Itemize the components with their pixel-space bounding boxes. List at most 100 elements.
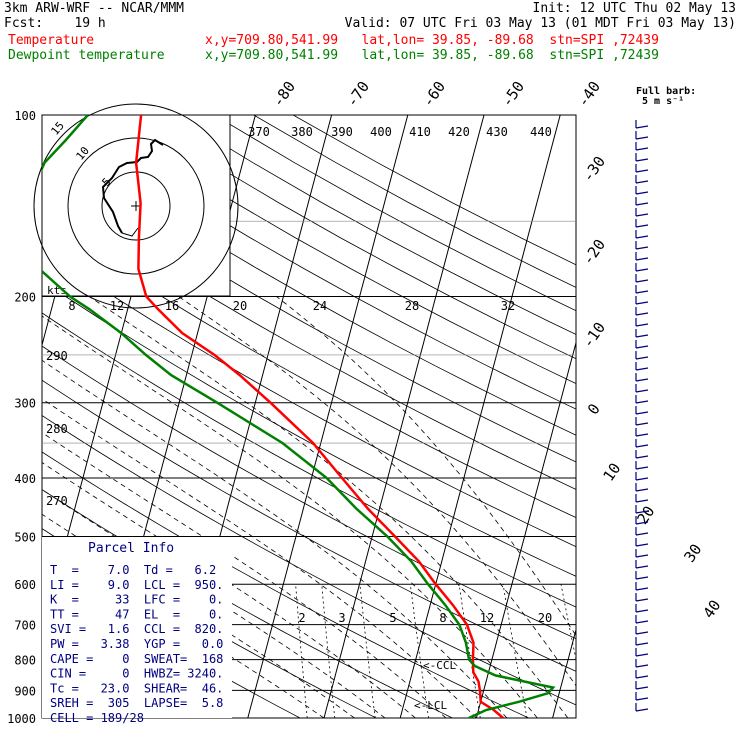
wind-barb-flag xyxy=(635,169,649,173)
wind-barb-flag xyxy=(635,422,649,426)
isotherm-label: 10 xyxy=(599,460,624,485)
hodograph-trace xyxy=(101,138,164,234)
isotherm-label: -50 xyxy=(498,78,528,111)
mixing-ratio-line xyxy=(359,584,376,718)
mixing-ratio-line xyxy=(609,584,640,718)
wind-barb-flag xyxy=(635,367,649,371)
wind-barb-flag xyxy=(635,554,649,558)
wind-barb-flag xyxy=(635,378,649,382)
dry-adiabat xyxy=(292,115,576,266)
parcel-info-line: T = 7.0 Td = 6.2 xyxy=(50,563,216,577)
wind-barb-flag xyxy=(635,279,649,283)
wind-barb-flag xyxy=(635,697,649,701)
wind-barb-flag xyxy=(635,323,649,327)
mixing-ratio-line xyxy=(560,584,576,662)
wind-barb-flag xyxy=(635,499,649,503)
pressure-label: 400 xyxy=(14,472,36,486)
theta-label: 410 xyxy=(409,125,431,139)
wind-barb-flag xyxy=(635,147,649,151)
theta-label: 380 xyxy=(291,125,313,139)
theta-label: 440 xyxy=(530,125,552,139)
wind-barb-flag xyxy=(635,125,649,129)
barb-legend-title: Full barb: xyxy=(636,86,696,97)
moist-adiabat xyxy=(178,296,576,687)
wind-barb-flag xyxy=(635,675,649,679)
wind-barb-flag xyxy=(635,180,649,184)
mixing-ratio-line xyxy=(321,584,336,718)
wind-barb-flag xyxy=(635,246,649,250)
mixing-ratio-label: 12 xyxy=(480,611,494,625)
wind-barb-flag xyxy=(635,136,649,140)
isotherm xyxy=(705,115,740,718)
wind-barb-flag xyxy=(635,213,649,217)
wind-barb-flag xyxy=(635,521,649,525)
hodograph-speed-label: 20 xyxy=(233,299,247,313)
wind-barb-flag xyxy=(635,653,649,657)
hodograph-speed-label: 24 xyxy=(313,299,327,313)
theta-label: 390 xyxy=(331,125,353,139)
wind-barb-flag xyxy=(635,488,649,492)
wind-barb-flag xyxy=(635,356,649,360)
wind-barb-flag xyxy=(635,642,649,646)
temperature-profile xyxy=(134,115,504,718)
parcel-info-line: CIN = 0 HWBZ= 3240. xyxy=(50,667,223,681)
wind-barb-flag xyxy=(635,257,649,261)
theta-label: 420 xyxy=(448,125,470,139)
parcel-info-line: CELL = 189/28 xyxy=(50,711,144,725)
hodograph-ring xyxy=(33,103,239,309)
mixing-ratio-line xyxy=(295,584,308,718)
isotherm-label: -20 xyxy=(579,236,609,269)
mixing-ratio-label: 3 xyxy=(338,611,345,625)
wind-barb-flag xyxy=(635,268,649,272)
wind-barb-flag xyxy=(635,202,649,206)
lcl-marker: <-LCL xyxy=(414,699,447,712)
mixing-ratio-label: 8 xyxy=(439,611,446,625)
wind-barb-flag xyxy=(635,565,649,569)
pressure-label: 600 xyxy=(14,578,36,592)
isotherm-label: 30 xyxy=(680,541,705,566)
theta-label: 430 xyxy=(486,125,508,139)
mixing-ratio-label: 5 xyxy=(389,611,396,625)
temperature-legend: Temperature xyxy=(8,33,95,48)
dry-adiabat xyxy=(213,115,576,312)
hodograph-speed-label: 16 xyxy=(165,299,179,313)
dry-adiabat xyxy=(42,379,576,672)
pressure-label: 500 xyxy=(14,530,36,544)
isotherm xyxy=(552,627,576,718)
isotherm xyxy=(629,115,740,718)
dewpoint-profile xyxy=(42,115,556,718)
forecast-hour: Fcst: 19 h xyxy=(4,16,106,31)
wind-barb-flag xyxy=(635,444,649,448)
wind-barb-flag xyxy=(635,620,649,624)
parcel-info-line: LI = 9.0 LCL = 950. xyxy=(50,578,223,592)
dewpoint-legend: Dewpoint temperature xyxy=(8,48,165,63)
wind-barb-flag xyxy=(635,158,649,162)
pressure-label: 700 xyxy=(14,619,36,633)
wind-barb-flag xyxy=(635,389,649,393)
parcel-info-line: Tc = 23.0 SHEAR= 46. xyxy=(50,681,223,695)
model-title: 3km ARW-WRF -- NCAR/MMM xyxy=(4,1,185,16)
theta-label: 400 xyxy=(370,125,392,139)
wind-barb-flag xyxy=(635,433,649,437)
pressure-label: 900 xyxy=(14,684,36,698)
wind-barb-flag xyxy=(635,631,649,635)
wind-barb-flag xyxy=(635,477,649,481)
wind-barb-flag xyxy=(635,609,649,613)
pressure-label: 100 xyxy=(14,109,36,123)
parcel-info-line: PW = 3.38 YGP = 0.0 xyxy=(50,637,223,651)
parcel-info-line: SVI = 1.6 CCL = 820. xyxy=(50,622,223,636)
wind-barb-flag xyxy=(635,543,649,547)
wind-barb-flag xyxy=(635,532,649,536)
isotherm-label: 0 xyxy=(584,400,604,418)
mixing-ratio-label: 20 xyxy=(538,611,552,625)
isotherm-label: -30 xyxy=(579,153,609,186)
hodograph-speed-label: 32 xyxy=(501,299,515,313)
pressure-label: 300 xyxy=(14,397,36,411)
theta-label: 290 xyxy=(46,349,68,363)
moist-adiabat xyxy=(276,296,576,637)
wind-barb-flag xyxy=(635,455,649,459)
isotherm xyxy=(475,340,576,718)
wind-barb-flag xyxy=(635,301,649,305)
theta-label: 280 xyxy=(46,422,68,436)
wind-barb-flag xyxy=(635,334,649,338)
